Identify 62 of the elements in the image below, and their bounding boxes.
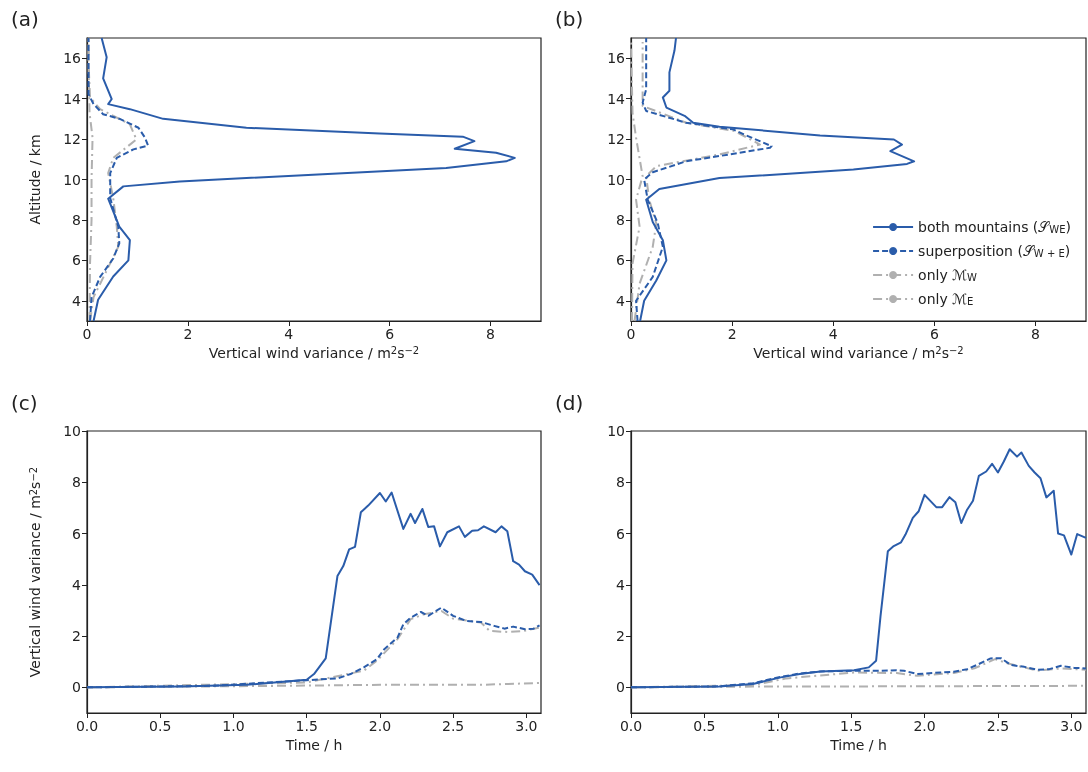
x-tick-label: 3.0 (515, 718, 538, 734)
y-tick-label: 2 (72, 628, 81, 645)
y-tick-label: 6 (72, 525, 82, 542)
y-tick-label: 14 (607, 90, 626, 107)
y-tick-label: 14 (63, 90, 82, 107)
y-tick-label: 6 (616, 525, 626, 542)
y-tick-label: 10 (607, 171, 625, 188)
y-tick-label: 0 (72, 679, 81, 696)
x-tick-label: 6 (385, 326, 395, 342)
y-tick-label: 10 (607, 423, 625, 439)
x-tick-label: 0.5 (693, 718, 716, 734)
x-tick-label: 1.0 (222, 718, 245, 734)
y-tick-label: 16 (607, 50, 626, 67)
x-tick-label: 0 (82, 326, 92, 342)
x-tick-label: 0.5 (149, 718, 172, 734)
x-axis-title: Time / h (284, 736, 343, 753)
x-tick-label: 2.0 (368, 718, 392, 734)
x-tick-label: 2 (183, 326, 193, 342)
x-tick-label: 2 (727, 326, 737, 342)
y-tick-label: 8 (72, 474, 81, 491)
x-tick-label: 4 (284, 326, 294, 342)
legend-label: only ℳE (918, 291, 974, 307)
x-tick-label: 2.5 (986, 718, 1010, 734)
legend-label: both mountains (𝒮WE) (918, 219, 1072, 235)
y-tick-label: 10 (63, 171, 81, 188)
y-tick-label: 8 (72, 211, 81, 228)
y-tick-label: 10 (63, 423, 81, 439)
y-tick-label: 4 (616, 292, 626, 309)
x-tick-label: 8 (1030, 326, 1040, 342)
x-axis-title: Time / h (829, 736, 887, 753)
x-tick-label: 6 (929, 326, 939, 342)
x-tick-label: 8 (486, 326, 496, 342)
x-tick-label: 1.5 (840, 718, 863, 734)
y-tick-label: 16 (63, 50, 82, 67)
y-tick-label: 12 (63, 131, 81, 148)
y-tick-label: 4 (616, 576, 626, 593)
chart-title: (a) (11, 7, 39, 31)
legend-label: superposition (𝒮W + E) (918, 243, 1071, 259)
x-tick-label: 0.0 (75, 718, 99, 734)
x-tick-label: 1.0 (766, 718, 789, 734)
y-tick-label: 6 (616, 252, 626, 269)
y-axis-title: Vertical wind variance / m2s−2 (27, 466, 43, 678)
y-tick-label: 4 (72, 292, 82, 309)
chart-title: (c) (11, 391, 38, 415)
y-tick-label: 8 (616, 211, 625, 228)
x-tick-label: 2.0 (913, 718, 936, 734)
chart-title: (b) (555, 7, 584, 31)
x-tick-label: 0 (626, 326, 636, 342)
x-tick-label: 0.0 (619, 718, 643, 734)
y-axis-title: Altitude / km (27, 134, 43, 225)
y-tick-label: 8 (616, 474, 625, 491)
y-tick-label: 4 (72, 576, 82, 593)
chart-title: (d) (555, 391, 584, 415)
y-tick-label: 2 (616, 628, 625, 645)
y-tick-label: 6 (72, 252, 82, 269)
x-tick-label: 2.5 (442, 718, 465, 734)
legend-label: only ℳW (918, 267, 978, 283)
x-tick-label: 3.0 (1060, 718, 1083, 734)
y-tick-label: 0 (616, 679, 625, 696)
x-tick-label: 4 (828, 326, 838, 342)
x-tick-label: 1.5 (295, 718, 318, 734)
y-tick-label: 12 (607, 131, 625, 148)
